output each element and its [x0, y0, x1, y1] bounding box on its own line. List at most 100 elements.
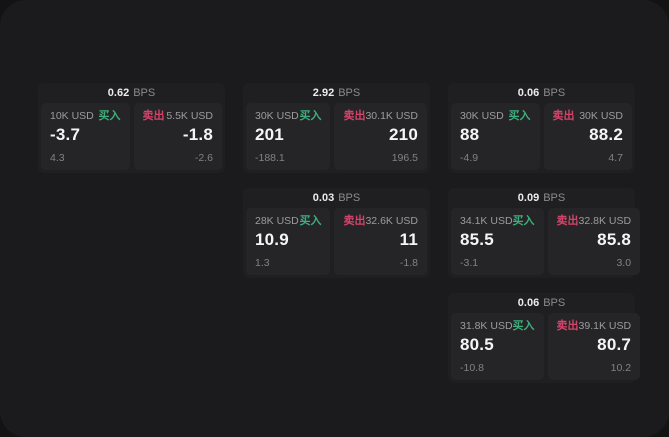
buy-sell-panels: 28K USD 买入 10.9 1.3 卖出 32.6K USD 11 -1.8: [246, 208, 427, 275]
buy-label: 买入: [508, 110, 531, 122]
sell-price: 85.8: [597, 230, 632, 249]
sell-sub-value: 4.7: [608, 152, 623, 164]
sell-amount: 39.1K USD: [578, 320, 632, 332]
buy-price: 85.5: [460, 230, 494, 249]
bps-value: 0.09: [517, 192, 540, 204]
sell-sub-value: 10.2: [610, 362, 632, 374]
sell-panel-top: 卖出 30K USD: [553, 110, 624, 122]
card-header: 0.06 BPS: [451, 293, 632, 313]
quote-card: 2.92 BPS 30K USD 买入 201 -188.1 卖出 30.1K …: [243, 83, 430, 173]
sell-panel-top: 卖出 5.5K USD: [143, 110, 214, 122]
buy-sub-value: -4.9: [460, 152, 479, 164]
buy-panel[interactable]: 10K USD 买入 -3.7 4.3: [41, 103, 130, 170]
sell-price: 210: [389, 125, 418, 144]
sell-price: 88.2: [589, 125, 623, 144]
bps-unit-label: BPS: [338, 87, 361, 99]
sell-label: 卖出: [556, 215, 579, 227]
quote-card: 0.06 BPS 30K USD 买入 88 -4.9 卖出 30K USD: [448, 83, 635, 173]
sell-price: 11: [399, 230, 418, 249]
sell-sub-value: 196.5: [391, 152, 418, 164]
buy-price: 10.9: [255, 230, 289, 249]
buy-price: 201: [255, 125, 284, 144]
bps-value: 0.62: [107, 87, 130, 99]
buy-price: 80.5: [460, 335, 494, 354]
bps-value: 0.06: [517, 87, 540, 99]
buy-panel-top: 10K USD 买入: [50, 110, 121, 122]
sell-panel[interactable]: 卖出 32.6K USD 11 -1.8: [334, 208, 427, 275]
buy-panel-top: 30K USD 买入: [255, 110, 321, 122]
sell-panel[interactable]: 卖出 39.1K USD 80.7 10.2: [547, 313, 641, 380]
bps-unit-label: BPS: [543, 192, 566, 204]
sell-sub-value: 3.0: [616, 257, 632, 269]
buy-amount: 31.8K USD: [460, 320, 513, 332]
sell-label: 卖出: [343, 215, 366, 227]
buy-sell-panels: 31.8K USD 买入 80.5 -10.8 卖出 39.1K USD 80.…: [451, 313, 641, 380]
quote-card: 0.06 BPS 31.8K USD 买入 80.5 -10.8 卖出 39.1…: [448, 293, 641, 383]
sell-panel[interactable]: 卖出 30.1K USD 210 196.5: [334, 103, 427, 170]
quote-cards-grid: 0.62 BPS 10K USD 买入 -3.7 4.3 卖出 5.5K USD: [38, 83, 641, 383]
buy-panel[interactable]: 28K USD 买入 10.9 1.3: [246, 208, 331, 275]
sell-label: 卖出: [556, 320, 579, 332]
buy-sub-value: -3.1: [460, 257, 479, 269]
buy-panel-top: 30K USD 买入: [460, 110, 531, 122]
buy-sell-panels: 10K USD 买入 -3.7 4.3 卖出 5.5K USD -1.8 -2.…: [41, 103, 222, 170]
buy-sell-panels: 30K USD 买入 88 -4.9 卖出 30K USD 88.2 4.7: [451, 103, 632, 170]
quote-card: 0.09 BPS 34.1K USD 买入 85.5 -3.1 卖出 32.8K…: [448, 188, 641, 278]
sell-label: 卖出: [552, 110, 575, 122]
buy-sub-value: -10.8: [460, 362, 484, 374]
buy-amount: 10K USD: [50, 110, 94, 122]
sell-panel[interactable]: 卖出 5.5K USD -1.8 -2.6: [133, 103, 222, 170]
card-header: 0.09 BPS: [451, 188, 632, 208]
buy-label: 买入: [512, 320, 535, 332]
quote-card: 0.03 BPS 28K USD 买入 10.9 1.3 卖出 32.6K US…: [243, 188, 430, 278]
bps-value: 2.92: [312, 87, 335, 99]
buy-label: 买入: [98, 110, 121, 122]
buy-panel[interactable]: 30K USD 买入 88 -4.9: [451, 103, 540, 170]
sell-panel-top: 卖出 30.1K USD: [343, 110, 418, 122]
sell-label: 卖出: [343, 110, 366, 122]
sell-amount: 30.1K USD: [365, 110, 418, 122]
buy-panel-top: 28K USD 买入: [255, 215, 321, 227]
sell-amount: 5.5K USD: [166, 110, 213, 122]
buy-sub-value: 4.3: [50, 152, 65, 164]
buy-amount: 28K USD: [255, 215, 299, 227]
sell-amount: 30K USD: [579, 110, 623, 122]
buy-amount: 34.1K USD: [460, 215, 513, 227]
buy-panel[interactable]: 30K USD 买入 201 -188.1: [246, 103, 331, 170]
sell-price: -1.8: [182, 125, 213, 144]
sell-amount: 32.6K USD: [365, 215, 418, 227]
sell-amount: 32.8K USD: [578, 215, 632, 227]
buy-label: 买入: [512, 215, 535, 227]
card-header: 0.03 BPS: [246, 188, 427, 208]
bps-unit-label: BPS: [133, 87, 156, 99]
buy-panel[interactable]: 31.8K USD 买入 80.5 -10.8: [451, 313, 544, 380]
sell-panel-top: 卖出 39.1K USD: [557, 320, 632, 332]
bps-unit-label: BPS: [543, 87, 566, 99]
buy-label: 买入: [299, 110, 322, 122]
sell-label: 卖出: [142, 110, 165, 122]
buy-sub-value: -188.1: [255, 152, 285, 164]
buy-amount: 30K USD: [460, 110, 504, 122]
bps-value: 0.06: [517, 297, 540, 309]
card-header: 0.62 BPS: [41, 83, 222, 103]
buy-price: 88: [460, 125, 480, 144]
bps-value: 0.03: [312, 192, 335, 204]
card-header: 2.92 BPS: [246, 83, 427, 103]
bps-unit-label: BPS: [543, 297, 566, 309]
buy-sub-value: 1.3: [255, 257, 270, 269]
buy-price: -3.7: [50, 125, 81, 144]
sell-sub-value: -1.8: [399, 257, 418, 269]
buy-sell-panels: 30K USD 买入 201 -188.1 卖出 30.1K USD 210 1…: [246, 103, 427, 170]
sell-sub-value: -2.6: [194, 152, 213, 164]
sell-panel-top: 卖出 32.6K USD: [343, 215, 418, 227]
buy-label: 买入: [299, 215, 322, 227]
buy-panel-top: 34.1K USD 买入: [460, 215, 535, 227]
buy-sell-panels: 34.1K USD 买入 85.5 -3.1 卖出 32.8K USD 85.8…: [451, 208, 641, 275]
sell-panel[interactable]: 卖出 32.8K USD 85.8 3.0: [547, 208, 641, 275]
sell-panel[interactable]: 卖出 30K USD 88.2 4.7: [543, 103, 632, 170]
bps-unit-label: BPS: [338, 192, 361, 204]
quote-card: 0.62 BPS 10K USD 买入 -3.7 4.3 卖出 5.5K USD: [38, 83, 225, 173]
card-header: 0.06 BPS: [451, 83, 632, 103]
buy-panel[interactable]: 34.1K USD 买入 85.5 -3.1: [451, 208, 544, 275]
